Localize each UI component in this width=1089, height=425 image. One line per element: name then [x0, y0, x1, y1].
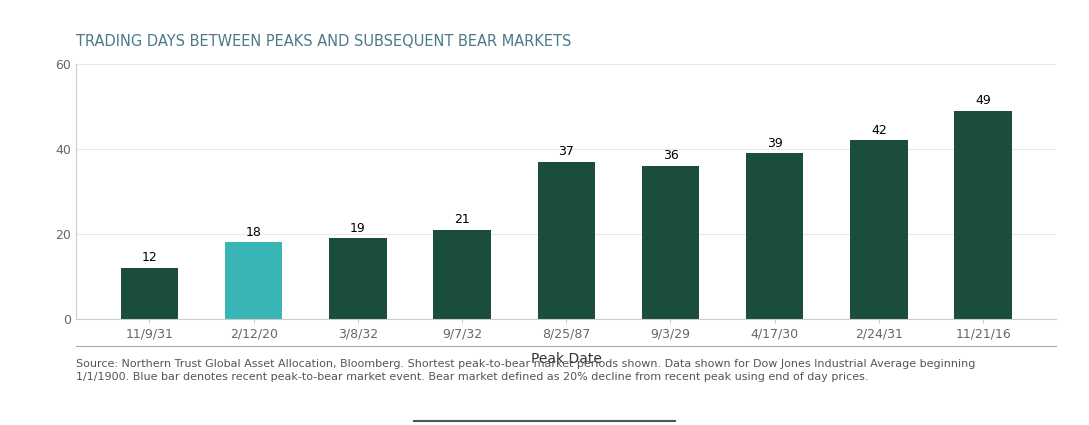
Text: TRADING DAYS BETWEEN PEAKS AND SUBSEQUENT BEAR MARKETS: TRADING DAYS BETWEEN PEAKS AND SUBSEQUEN… [76, 34, 572, 49]
Text: 12: 12 [142, 251, 157, 264]
Bar [851, 140, 907, 319]
Bar [954, 110, 1012, 319]
Text: 49: 49 [976, 94, 991, 107]
Text: 19: 19 [350, 221, 366, 235]
Bar [329, 238, 387, 319]
Text: Source: Northern Trust Global Asset Allocation, Bloomberg. Shortest peak-to-bear: Source: Northern Trust Global Asset Allo… [76, 359, 976, 382]
Text: 37: 37 [559, 145, 574, 158]
Bar [538, 162, 595, 319]
Bar [641, 166, 699, 319]
Bar [225, 242, 282, 319]
Text: 39: 39 [767, 136, 783, 150]
Bar [433, 230, 491, 319]
Text: 18: 18 [246, 226, 261, 239]
Text: 42: 42 [871, 124, 886, 137]
Bar [121, 268, 179, 319]
Text: 36: 36 [662, 149, 678, 162]
X-axis label: Peak Date: Peak Date [530, 352, 602, 366]
Text: 21: 21 [454, 213, 470, 226]
Bar [746, 153, 804, 319]
